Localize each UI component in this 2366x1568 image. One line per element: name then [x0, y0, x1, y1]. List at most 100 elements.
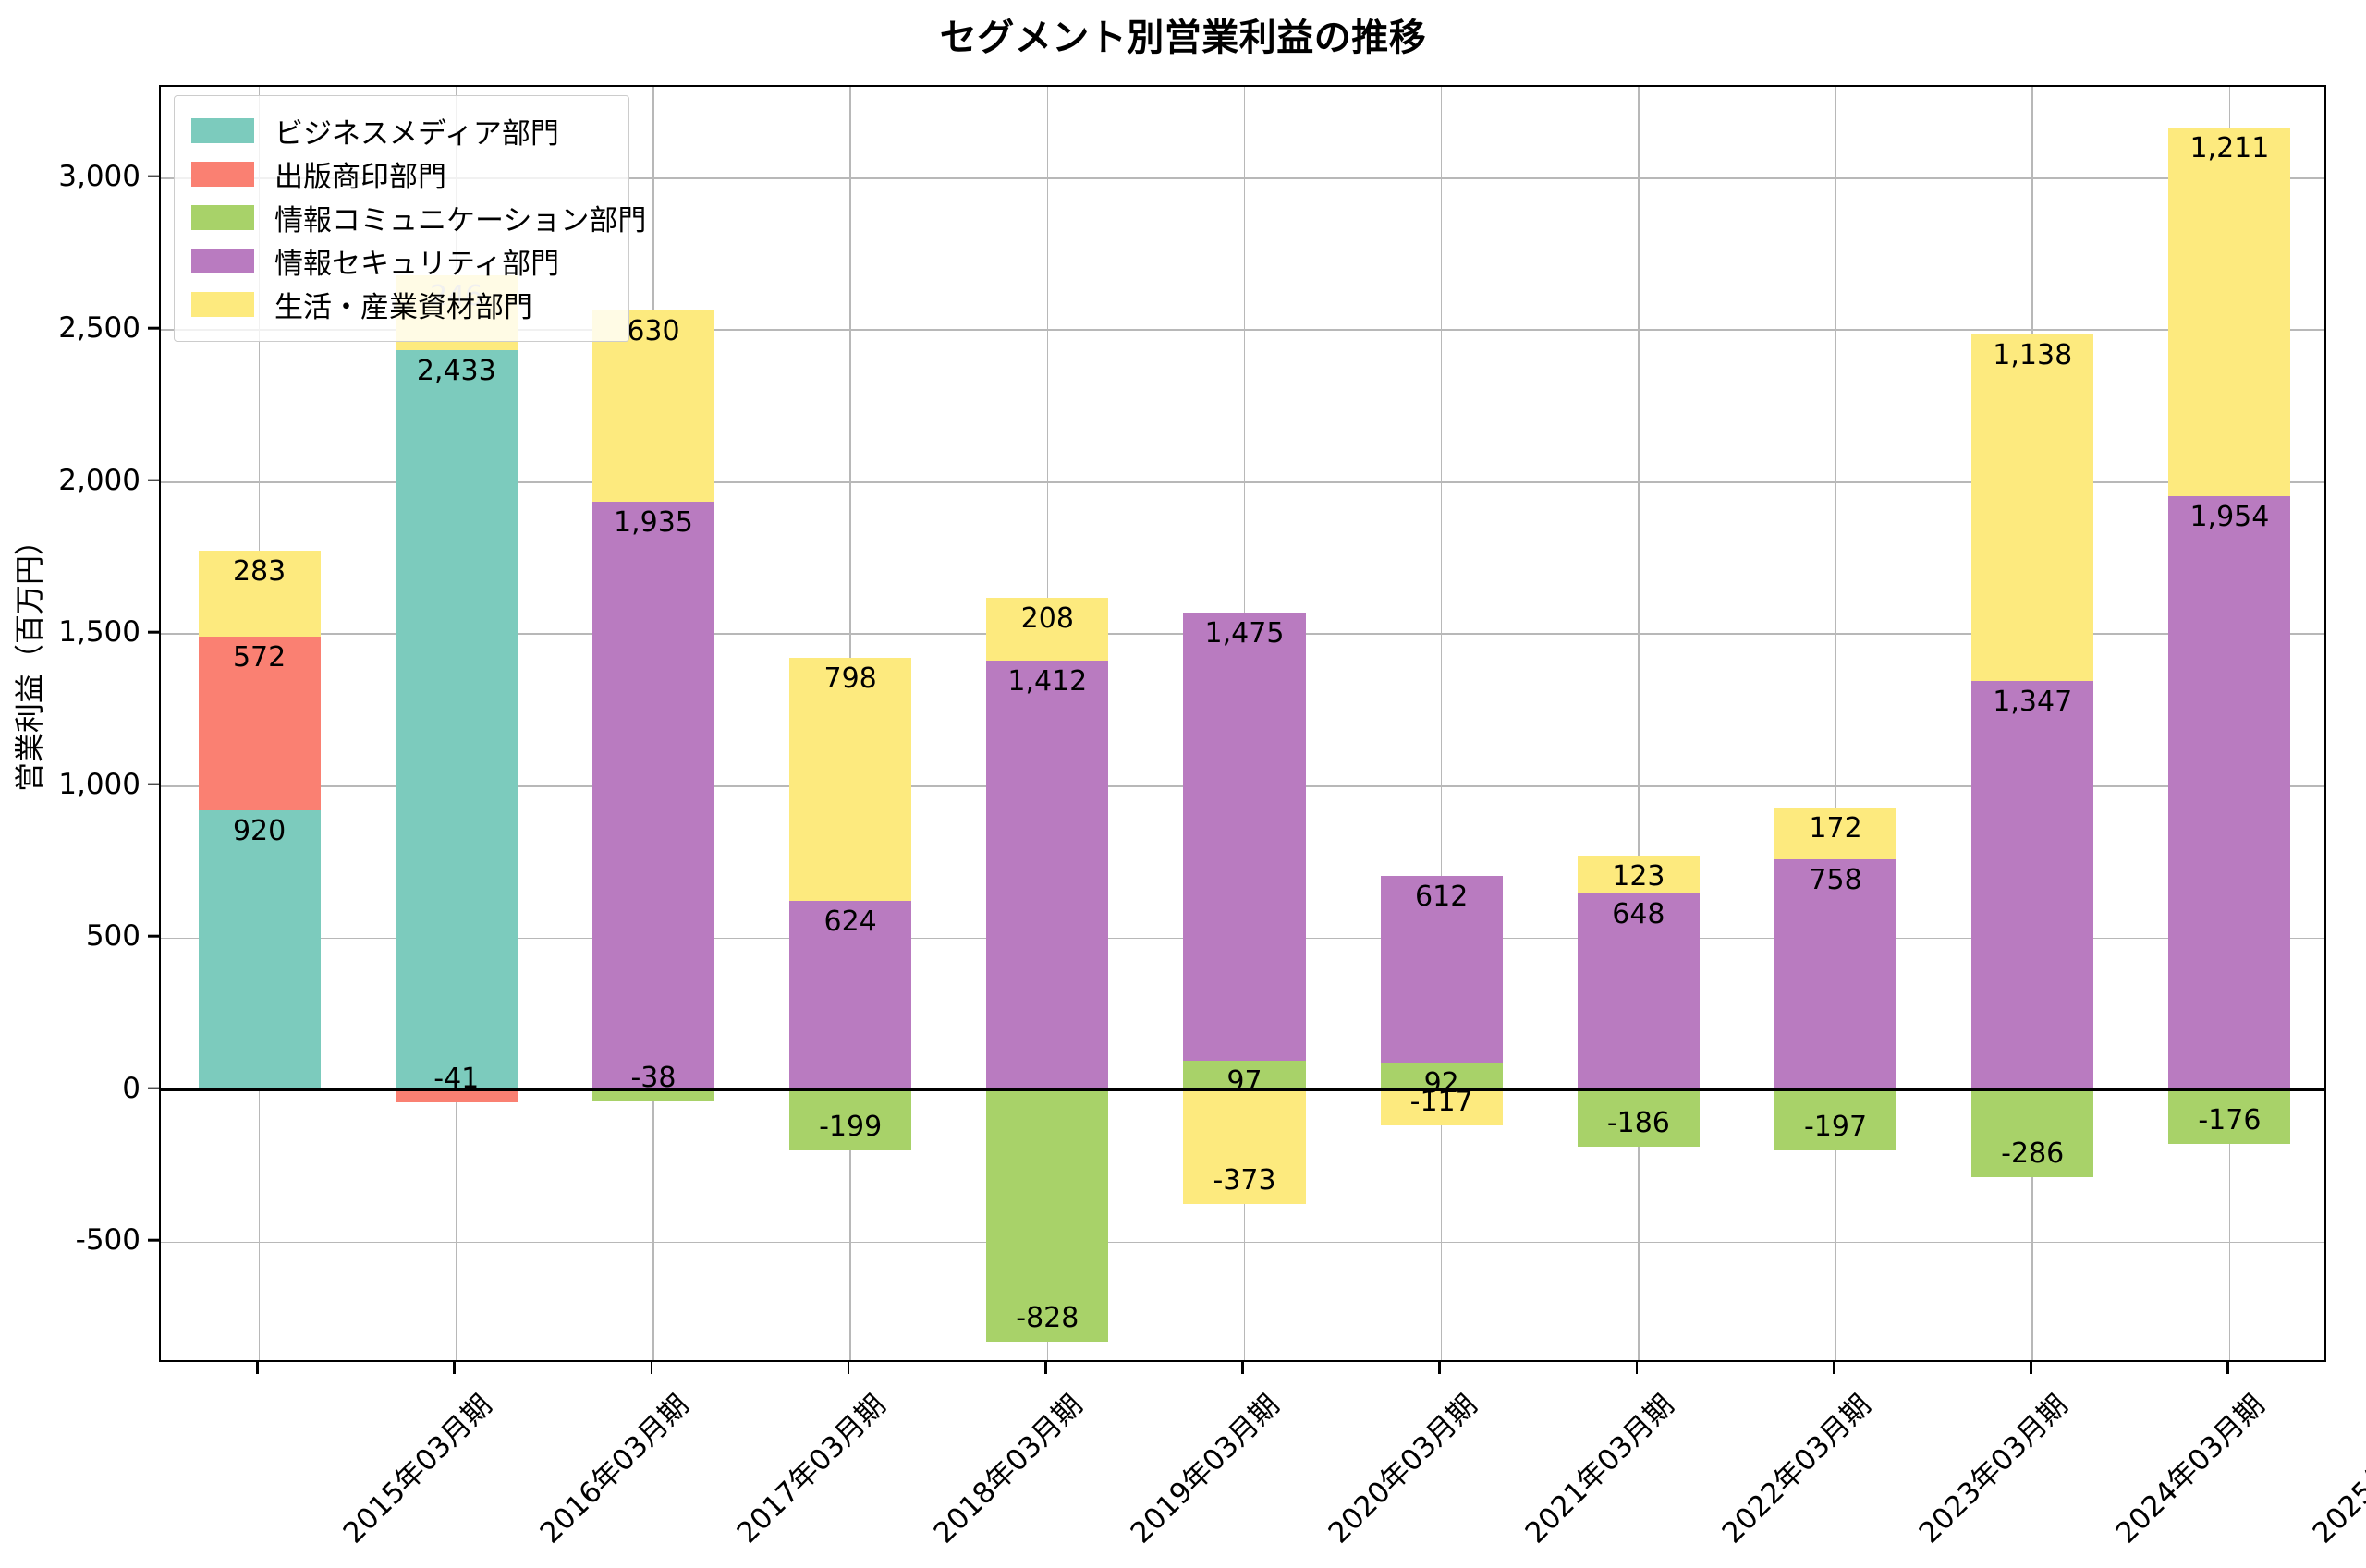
bar-value-label: 2,433	[416, 355, 496, 388]
zero-baseline	[161, 1088, 2324, 1092]
bar-segment[interactable]	[1774, 1089, 1897, 1150]
bar-segment[interactable]	[789, 657, 912, 901]
bar-segment[interactable]	[592, 310, 715, 503]
x-axis-tick-mark	[453, 1362, 457, 1374]
bar-segment[interactable]	[1971, 680, 2094, 1090]
bar-value-label: 283	[232, 554, 287, 588]
legend-color-swatch	[191, 292, 254, 317]
x-axis-tick-label: 2023年03月期	[1912, 1388, 2075, 1550]
bar-segment[interactable]	[395, 350, 518, 1090]
x-axis-tick-mark	[1635, 1362, 1639, 1374]
legend-item[interactable]: 情報セキュリティ部門	[191, 239, 612, 283]
bar-segment[interactable]	[198, 636, 321, 811]
y-axis-tick-label: 0	[122, 1071, 140, 1105]
gridline-vertical	[1440, 87, 1443, 1360]
bar-value-label: 612	[1415, 881, 1469, 914]
legend-item[interactable]: ビジネスメディア部門	[191, 109, 612, 152]
bar-value-label: 1,412	[1007, 665, 1088, 699]
bar-value-label: 648	[1612, 897, 1665, 930]
y-axis-tick-mark	[148, 326, 159, 330]
bar-segment[interactable]	[1774, 807, 1897, 860]
y-axis-tick-label: 3,000	[58, 159, 140, 193]
gridline-horizontal	[161, 480, 2324, 483]
x-axis-tick-mark	[1044, 1362, 1047, 1374]
y-axis-tick-label: 500	[85, 919, 140, 954]
legend-item[interactable]: 情報コミュニケーション部門	[191, 196, 646, 239]
bar-segment[interactable]	[986, 1089, 1109, 1343]
bar-value-label: -197	[1803, 1110, 1868, 1143]
bar-segment[interactable]	[1183, 612, 1306, 1061]
legend-color-swatch	[191, 205, 254, 230]
bar-segment[interactable]	[2168, 495, 2291, 1090]
bar-segment[interactable]	[1380, 876, 1503, 1063]
bar-segment[interactable]	[592, 502, 715, 1090]
bar-value-label: 1,211	[2189, 132, 2270, 165]
bar-value-label: 1,954	[2189, 500, 2270, 533]
bar-segment[interactable]	[1183, 1089, 1306, 1204]
bar-segment[interactable]	[592, 1089, 715, 1102]
bar-segment[interactable]	[986, 661, 1109, 1090]
y-axis-tick-mark	[148, 1239, 159, 1242]
x-axis-tick-mark	[1241, 1362, 1244, 1374]
bar-segment[interactable]	[2168, 128, 2291, 496]
bar-segment[interactable]	[2168, 1089, 2291, 1144]
bar-segment[interactable]	[1183, 1060, 1306, 1090]
legend-color-swatch	[191, 249, 254, 273]
bar-segment[interactable]	[1577, 856, 1700, 893]
gridline-vertical	[1638, 87, 1640, 1360]
bar-value-label: 1,935	[614, 506, 693, 540]
y-axis-tick-label: 2,000	[58, 463, 140, 497]
bar-segment[interactable]	[1774, 859, 1897, 1090]
y-axis-tick-mark	[148, 783, 159, 786]
bar-segment[interactable]	[789, 1089, 912, 1151]
bar-value-label: 1,475	[1204, 616, 1285, 650]
bar-segment[interactable]	[395, 1089, 518, 1103]
x-axis-tick-label: 2015年03月期	[336, 1388, 499, 1550]
bar-value-label: 758	[1809, 864, 1862, 897]
bar-segment[interactable]	[1971, 334, 2094, 681]
bar-value-label: 172	[1809, 811, 1862, 845]
bar-segment[interactable]	[1380, 1062, 1503, 1090]
y-axis-tick-mark	[148, 935, 159, 938]
bar-value-label: 208	[1020, 602, 1074, 635]
bar-value-label: 624	[823, 905, 877, 938]
x-axis-tick-label: 2022年03月期	[1715, 1388, 1878, 1550]
bar-value-label: -38	[630, 1062, 677, 1095]
bar-value-label: -199	[819, 1111, 883, 1144]
x-axis-tick-label: 2020年03月期	[1322, 1388, 1483, 1550]
bar-segment[interactable]	[986, 597, 1109, 662]
x-axis-tick-label: 2021年03月期	[1518, 1388, 1681, 1550]
legend-item-label: 生活・産業資材部門	[274, 291, 532, 324]
bar-value-label: -117	[1409, 1086, 1473, 1119]
bar-value-label: 572	[232, 640, 287, 674]
gridline-horizontal	[161, 1241, 2324, 1244]
x-axis-tick-label: 2016年03月期	[533, 1388, 696, 1550]
legend-item[interactable]: 生活・産業資材部門	[191, 283, 612, 326]
x-axis-tick-mark	[2029, 1362, 2032, 1374]
legend-color-swatch	[191, 162, 254, 187]
legend-item-label: 情報コミュニケーション部門	[274, 204, 647, 237]
bar-segment[interactable]	[1380, 1089, 1503, 1126]
bar-segment[interactable]	[789, 900, 912, 1090]
bar-segment[interactable]	[1971, 1089, 2094, 1177]
bar-value-label: 630	[627, 314, 680, 347]
legend-color-swatch	[191, 118, 254, 143]
y-axis-tick-mark	[148, 630, 159, 634]
bar-segment[interactable]	[1577, 893, 1700, 1090]
y-axis-tick-label: 1,000	[58, 767, 140, 801]
plot-area: 9205722832,433-41246-381,935630-19962479…	[159, 85, 2326, 1362]
y-axis-tick-label: 1,500	[58, 615, 140, 650]
x-axis-tick-mark	[1832, 1362, 1835, 1374]
bar-value-label: 92	[1423, 1066, 1459, 1100]
bar-segment[interactable]	[198, 550, 321, 637]
legend-item-label: ビジネスメディア部門	[274, 117, 559, 151]
bar-segment[interactable]	[1577, 1089, 1700, 1148]
legend-item[interactable]: 出版商印部門	[191, 152, 612, 196]
x-axis-tick-mark	[1438, 1362, 1441, 1374]
bar-value-label: 97	[1226, 1064, 1262, 1098]
y-axis-tick-label: 2,500	[58, 311, 140, 346]
bar-segment[interactable]	[198, 810, 321, 1090]
y-axis-tick-mark	[148, 175, 159, 177]
legend-item-label: 情報セキュリティ部門	[274, 248, 560, 281]
gridline-horizontal	[161, 329, 2324, 332]
